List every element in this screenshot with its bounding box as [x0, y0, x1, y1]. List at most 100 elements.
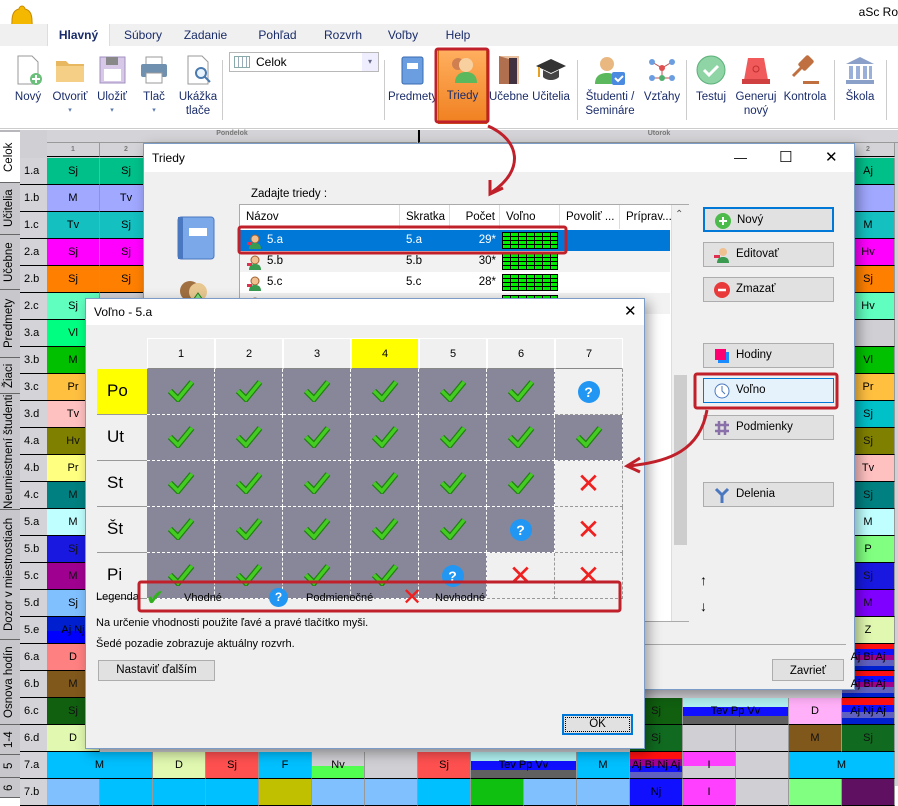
save-button[interactable]: Uložiť ▾ — [93, 50, 131, 118]
free-time-cell[interactable] — [283, 415, 351, 461]
row-label[interactable]: 7.a — [20, 752, 47, 779]
subjects-button[interactable]: Predmety — [388, 50, 437, 104]
timetable-cell[interactable] — [259, 779, 312, 806]
free-time-cell[interactable] — [419, 415, 487, 461]
timetable-cell[interactable]: Sj — [47, 266, 100, 293]
timetable-cell[interactable]: Tev Pp Vv — [683, 698, 789, 725]
row-label[interactable]: 5.e — [20, 617, 47, 644]
scrollbar-thumb[interactable] — [674, 375, 687, 545]
rooms-button[interactable]: Učebne — [489, 50, 529, 104]
timetable-cell[interactable] — [683, 725, 736, 752]
free-time-cell[interactable] — [215, 415, 283, 461]
view-select[interactable]: Celok ▾ — [229, 52, 379, 72]
new-button[interactable]: Nový — [9, 50, 47, 104]
timetable-cell[interactable]: I — [683, 752, 736, 779]
free-time-cell[interactable] — [351, 507, 419, 553]
timetable-cell[interactable]: D — [789, 698, 842, 725]
button-hodiny[interactable]: Hodiny — [703, 343, 834, 368]
period-header-4[interactable]: 4 — [351, 338, 419, 369]
free-time-cell[interactable] — [283, 461, 351, 507]
side-tab-6[interactable]: 6 — [0, 778, 20, 798]
side-tab-dozor-v-miestnostiach[interactable]: Dozor v miestnostiach — [0, 510, 20, 640]
tab-zadanie[interactable]: Zadanie — [183, 28, 228, 42]
button-vono[interactable]: Voľno — [703, 378, 834, 403]
free-time-cell[interactable]: ? — [555, 369, 623, 415]
button-podmienky[interactable]: Podmienky — [703, 415, 834, 440]
print-preview-button[interactable]: Ukážka tlače — [175, 50, 221, 118]
tab-subory[interactable]: Súbory — [123, 28, 163, 42]
column-header-short[interactable]: Skratka — [400, 205, 450, 229]
side-tab-celok[interactable]: Celok — [0, 132, 20, 183]
column-header-name[interactable]: Názov — [240, 205, 400, 229]
class-row[interactable]: 5.b 5.b 30* — [240, 251, 670, 272]
side-tab-predmety[interactable]: Predmety — [0, 290, 20, 358]
side-tab-žiaci[interactable]: Žiaci — [0, 358, 20, 394]
free-time-cell[interactable]: ✕ — [487, 553, 555, 599]
row-label[interactable]: 4.b — [20, 455, 47, 482]
timetable-cell[interactable]: D — [153, 752, 206, 779]
free-time-cell[interactable] — [419, 369, 487, 415]
timetable-cell[interactable]: M — [789, 725, 842, 752]
row-label[interactable]: 6.d — [20, 725, 47, 752]
row-label[interactable]: 6.b — [20, 671, 47, 698]
row-label[interactable]: 3.a — [20, 320, 47, 347]
column-header-count[interactable]: Počet — [450, 205, 500, 229]
timetable-cell[interactable] — [736, 779, 789, 806]
classes-button[interactable]: Triedy — [438, 48, 487, 124]
row-label[interactable]: 6.a — [20, 644, 47, 671]
teachers-button[interactable]: Učitelia — [529, 50, 573, 104]
column-header-free[interactable]: Voľno — [500, 205, 560, 229]
timetable-cell[interactable]: Tv — [47, 212, 100, 239]
row-label[interactable]: 2.a — [20, 239, 47, 266]
timetable-cell[interactable]: Nj — [630, 779, 683, 806]
period-header-1[interactable]: 1 — [147, 338, 215, 369]
row-label[interactable]: 5.b — [20, 536, 47, 563]
free-time-cell[interactable] — [487, 461, 555, 507]
row-label[interactable]: 3.d — [20, 401, 47, 428]
tab-help[interactable]: Help — [445, 28, 471, 42]
close-button[interactable]: ✕ — [825, 149, 838, 166]
timetable-cell[interactable]: M — [47, 752, 153, 779]
timetable-cell[interactable]: Sj — [418, 752, 471, 779]
button-editova[interactable]: Editovať — [703, 242, 834, 267]
students-button[interactable]: Študenti / Semináre — [582, 50, 638, 118]
timetable-cell[interactable]: I — [683, 779, 736, 806]
period-header-5[interactable]: 5 — [419, 338, 487, 369]
period-header-2[interactable]: 2 — [215, 338, 283, 369]
free-time-cell[interactable] — [215, 369, 283, 415]
timetable-cell[interactable]: Sj — [842, 725, 895, 752]
timetable-cell[interactable] — [153, 779, 206, 806]
move-down-button[interactable]: ↓ — [700, 598, 707, 614]
timetable-cell[interactable]: Sj — [47, 158, 100, 185]
period-header-7[interactable]: 7 — [555, 338, 623, 369]
free-time-cell[interactable] — [487, 415, 555, 461]
maximize-button[interactable]: ☐ — [779, 149, 793, 166]
move-up-button[interactable]: ↑ — [700, 572, 707, 588]
close-dialog-button[interactable]: Zavrieť — [772, 659, 844, 681]
timetable-cell[interactable] — [365, 752, 418, 779]
timetable-cell[interactable] — [206, 779, 259, 806]
row-label[interactable]: 2.c — [20, 293, 47, 320]
column-header-prep[interactable]: Príprav... — [620, 205, 672, 229]
row-label[interactable]: 4.a — [20, 428, 47, 455]
timetable-cell[interactable]: Sj — [47, 239, 100, 266]
timetable-cell[interactable]: M — [577, 752, 630, 779]
free-time-cell[interactable] — [351, 369, 419, 415]
row-label[interactable]: 1.a — [20, 158, 47, 185]
tab-pohlad[interactable]: Pohľad — [258, 28, 297, 42]
timetable-cell[interactable]: Sj — [206, 752, 259, 779]
timetable-cell[interactable]: F — [259, 752, 312, 779]
row-label[interactable]: 3.c — [20, 374, 47, 401]
timetable-cell[interactable]: Tev Pp Vv — [471, 752, 577, 779]
free-time-cell[interactable] — [351, 461, 419, 507]
free-time-cell[interactable]: ✕ — [555, 507, 623, 553]
timetable-cell[interactable] — [47, 779, 100, 806]
timetable-cell[interactable] — [524, 779, 577, 806]
day-label[interactable]: Pi — [97, 553, 147, 599]
timetable-cell[interactable] — [100, 779, 153, 806]
free-time-cell[interactable]: ? — [487, 507, 555, 553]
row-label[interactable]: 1.c — [20, 212, 47, 239]
timetable-cell[interactable] — [312, 779, 365, 806]
free-time-cell[interactable] — [147, 369, 215, 415]
side-tab-5[interactable]: 5 — [0, 755, 20, 778]
